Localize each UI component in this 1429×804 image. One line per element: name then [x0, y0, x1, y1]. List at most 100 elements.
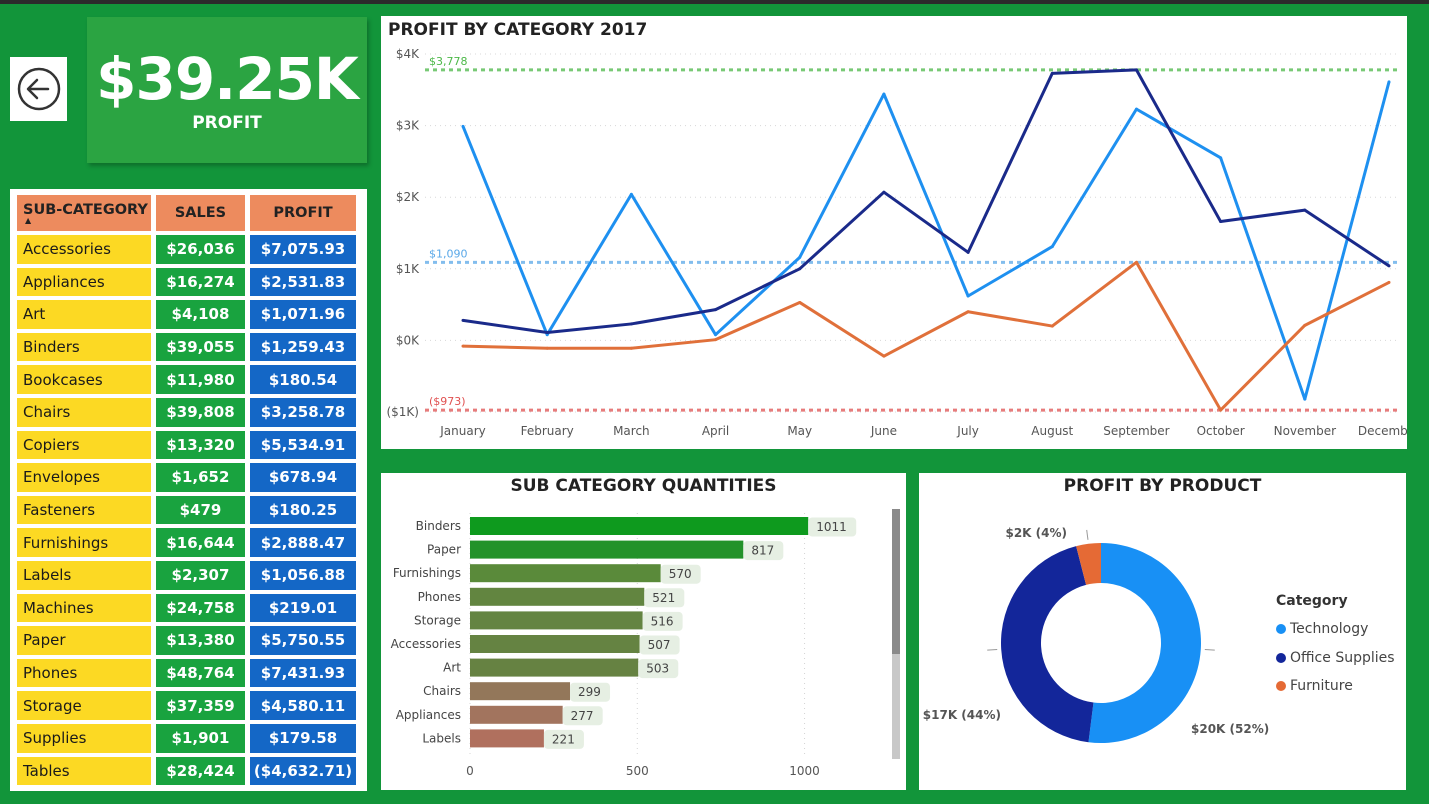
bar-category-label: Chairs — [423, 684, 461, 698]
cell-profit: $3,258.78 — [250, 397, 356, 427]
x-tick-label: January — [439, 424, 486, 438]
table-row[interactable]: Tables $28,424 ($4,632.71) — [17, 756, 361, 790]
x-tick-label: October — [1197, 424, 1245, 438]
bar-value-label-bg — [638, 659, 679, 679]
data-point — [1134, 260, 1138, 264]
header-profit[interactable]: PROFIT — [250, 195, 356, 231]
reference-line-label: $3,778 — [429, 55, 468, 68]
legend-item[interactable]: Furniture — [1276, 672, 1395, 701]
table-row[interactable]: Machines $24,758 $219.01 — [17, 593, 361, 627]
back-button[interactable] — [10, 57, 67, 121]
x-tick-label: May — [787, 424, 812, 438]
bar-category-label: Storage — [414, 613, 461, 627]
table-row[interactable]: Storage $37,359 $4,580.11 — [17, 691, 361, 724]
cell-subcategory: Phones — [17, 658, 151, 688]
legend-dot-icon — [1276, 681, 1286, 692]
table-row[interactable]: Appliances $16,274 $2,531.83 — [17, 267, 361, 301]
cell-profit: $180.54 — [250, 365, 356, 394]
kpi-value: $39.25K — [96, 45, 359, 113]
x-tick-label: April — [702, 424, 729, 438]
table-row[interactable]: Labels $2,307 $1,056.88 — [17, 560, 361, 594]
bar-value-label-bg — [644, 588, 685, 608]
cell-sales: $1,901 — [156, 723, 245, 753]
x-tick-label: June — [870, 424, 897, 438]
bar-value-label: 516 — [651, 614, 674, 628]
cell-subcategory: Paper — [17, 626, 151, 655]
legend-item[interactable]: Technology — [1276, 615, 1395, 644]
table-row[interactable]: Phones $48,764 $7,431.93 — [17, 658, 361, 692]
line-chart-svg: ($1K) $0K $1K $2K $3K $4K January February March… — [386, 47, 1420, 438]
data-point — [1219, 156, 1223, 160]
table-row[interactable]: Bookcases $11,980 $180.54 — [17, 365, 361, 398]
table-row[interactable]: Envelopes $1,652 $678.94 — [17, 463, 361, 496]
series-line-furniture — [462, 260, 1390, 412]
table-row[interactable]: Furnishings $16,644 $2,888.47 — [17, 528, 361, 561]
cell-profit: $1,056.88 — [250, 560, 356, 590]
cell-subcategory: Art — [17, 300, 151, 329]
cell-sales: $13,380 — [156, 626, 245, 655]
x-tick-label: March — [613, 424, 650, 438]
cell-sales: $1,652 — [156, 463, 245, 492]
legend-item[interactable]: Office Supplies — [1276, 644, 1395, 673]
bar-value-label: 299 — [578, 685, 601, 699]
table-row[interactable]: Chairs $39,808 $3,258.78 — [17, 397, 361, 431]
cell-profit: $1,071.96 — [250, 300, 356, 329]
header-subcategory[interactable]: SUB-CATEGORY ▲ — [17, 195, 151, 231]
cell-profit: ($4,632.71) — [250, 756, 356, 786]
cell-sales: $13,320 — [156, 430, 245, 460]
slice-label: $2K (4%) — [1005, 526, 1067, 540]
reference-line-label: $1,090 — [429, 247, 468, 260]
cell-sales: $37,359 — [156, 691, 245, 720]
bar-category-label: Furnishings — [393, 566, 461, 580]
table-row[interactable]: Accessories $26,036 $7,075.93 — [17, 235, 361, 268]
legend-dot-icon — [1276, 624, 1286, 635]
y-tick-label: $1K — [396, 262, 420, 276]
table-row[interactable]: Fasteners $479 $180.25 — [17, 495, 361, 529]
data-point — [1219, 408, 1223, 412]
data-point — [966, 294, 970, 298]
data-point — [1387, 280, 1391, 284]
bar — [470, 658, 639, 677]
data-point — [629, 346, 633, 350]
bar-category-label: Appliances — [396, 708, 461, 722]
bar-value-label: 507 — [648, 638, 671, 652]
table-row[interactable]: Copiers $13,320 $5,534.91 — [17, 430, 361, 464]
table-body: Accessories $26,036 $7,075.93 Appliances $16… — [17, 235, 361, 789]
bar — [470, 682, 571, 701]
table-header-row: SUB-CATEGORY ▲ SALES PROFIT — [17, 195, 361, 235]
data-point — [1050, 71, 1054, 75]
table-row[interactable]: Binders $39,055 $1,259.43 — [17, 332, 361, 366]
cell-sales: $24,758 — [156, 593, 245, 623]
y-tick-label: $3K — [396, 119, 420, 133]
data-point — [545, 331, 549, 335]
donut-slice-office-supplies — [1001, 546, 1094, 743]
data-point — [1134, 107, 1138, 111]
bar-value-label-bg — [639, 635, 680, 655]
donut-legend: Category Technology Office Supplies Furnit… — [1276, 593, 1395, 701]
bar-value-label-bg — [743, 541, 784, 561]
cell-sales: $48,764 — [156, 658, 245, 688]
cell-profit: $7,075.93 — [250, 235, 356, 264]
bar-value-label-bg — [570, 682, 611, 702]
data-point — [798, 255, 802, 259]
header-sales[interactable]: SALES — [156, 195, 245, 231]
table-row[interactable]: Paper $13,380 $5,750.55 — [17, 626, 361, 659]
y-tick-label: $2K — [396, 190, 420, 204]
sub-category-quantities-chart: SUB CATEGORY QUANTITIES 0 500 1000 Binders 1… — [381, 473, 906, 790]
cell-profit: $179.58 — [250, 723, 356, 753]
cell-subcategory: Storage — [17, 691, 151, 720]
data-point — [461, 318, 465, 322]
table-row[interactable]: Art $4,108 $1,071.96 — [17, 300, 361, 333]
data-point — [714, 338, 718, 342]
data-point — [882, 354, 886, 358]
table-row[interactable]: Supplies $1,901 $179.58 — [17, 723, 361, 757]
top-bar — [0, 0, 1429, 4]
bar — [470, 705, 563, 724]
data-point — [1134, 68, 1138, 72]
cell-sales: $39,055 — [156, 332, 245, 362]
profit-by-product-chart: PROFIT BY PRODUCT $20K (52%) $17K (44%) $2… — [919, 473, 1406, 790]
bar-value-label: 503 — [646, 662, 669, 676]
cell-profit: $180.25 — [250, 495, 356, 525]
x-tick-label: August — [1031, 424, 1073, 438]
cell-profit: $1,259.43 — [250, 332, 356, 362]
